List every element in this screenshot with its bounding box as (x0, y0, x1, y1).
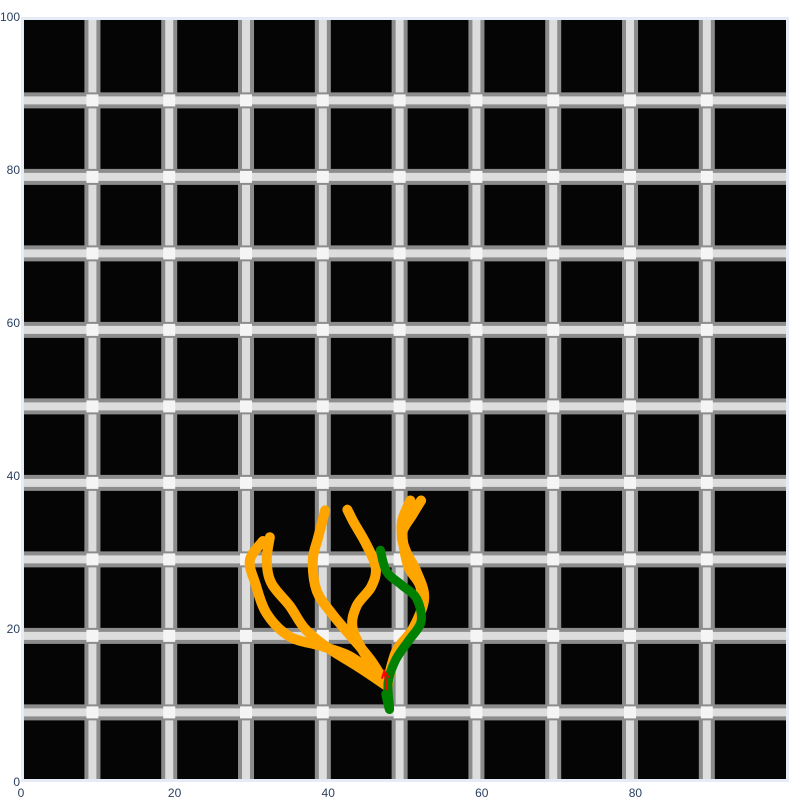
grid-intersection (547, 553, 560, 566)
grid-intersection (86, 170, 99, 183)
series-line-orange (261, 532, 393, 692)
grid-intersection (393, 247, 406, 260)
grid-intersection (86, 706, 99, 719)
grid-intersection (393, 170, 406, 183)
grid-intersection (547, 476, 560, 489)
grid-intersection (624, 247, 637, 260)
grid-intersection (700, 323, 713, 336)
grid-intersection (393, 323, 406, 336)
arrow-shaft (383, 670, 389, 691)
grid-intersection (700, 476, 713, 489)
grid-intersection (624, 400, 637, 413)
grid-intersection (240, 629, 253, 642)
grid-intersection (86, 94, 99, 107)
grid-intersection (700, 94, 713, 107)
grid-intersection (393, 400, 406, 413)
grid-intersection (163, 400, 176, 413)
grid-intersection (86, 400, 99, 413)
grid-intersection (316, 247, 329, 260)
grid-intersection (547, 170, 560, 183)
grid-intersection (240, 706, 253, 719)
y-tick-label: 80 (7, 163, 21, 177)
y-tick-label: 60 (7, 316, 21, 330)
grid-intersection (240, 400, 253, 413)
grid-intersection (240, 170, 253, 183)
grid-intersection (700, 400, 713, 413)
grid-intersection (470, 247, 483, 260)
x-tick-label: 60 (475, 786, 489, 800)
grid-intersection (163, 170, 176, 183)
grid-intersection (240, 323, 253, 336)
y-tick-label: 100 (0, 10, 20, 24)
grid-intersection (624, 476, 637, 489)
grid-intersection (700, 170, 713, 183)
grid-intersection (470, 706, 483, 719)
arrow-layer (381, 668, 390, 691)
grid-intersection (163, 247, 176, 260)
series-line-orange (342, 504, 393, 692)
grid-intersection (624, 323, 637, 336)
grid-intersection (86, 476, 99, 489)
y-tick-label: 40 (7, 469, 21, 483)
x-tick-label: 40 (322, 786, 336, 800)
grid-intersection (316, 94, 329, 107)
grid-intersection (316, 323, 329, 336)
grid-intersection (163, 706, 176, 719)
grid-intersection (163, 94, 176, 107)
grid-intersection (163, 553, 176, 566)
axis-layer: 0 20 40 60 80 0 20 40 60 80 100 (0, 10, 642, 800)
grid-intersection (470, 170, 483, 183)
grid-intersection (624, 94, 637, 107)
floor-grid-image (24, 20, 786, 779)
grid-intersection (86, 553, 99, 566)
grid-intersection (316, 400, 329, 413)
grid-intersection (240, 94, 253, 107)
arrow-head (381, 668, 390, 680)
grid-intersection (547, 94, 560, 107)
grid-intersection (470, 629, 483, 642)
grid-intersection (470, 553, 483, 566)
grid-intersection (547, 706, 560, 719)
grid-intersection (700, 629, 713, 642)
grid-intersection (547, 629, 560, 642)
y-tick-label: 20 (7, 622, 21, 636)
grid-intersection (470, 94, 483, 107)
grid-intersection (316, 170, 329, 183)
x-tick-label: 0 (18, 786, 25, 800)
grid-intersection (624, 629, 637, 642)
grid-intersection (470, 476, 483, 489)
x-tick-label: 20 (168, 786, 182, 800)
grid-intersection (163, 476, 176, 489)
grid-intersection (547, 247, 560, 260)
grid-intersection (316, 553, 329, 566)
grid-intersection (240, 247, 253, 260)
grid-intersection (700, 553, 713, 566)
grid-intersection (700, 247, 713, 260)
grid-intersection (163, 629, 176, 642)
grid-intersection (700, 706, 713, 719)
series-layer (244, 495, 430, 714)
grid-intersection (393, 94, 406, 107)
grid-intersection (393, 476, 406, 489)
grid-intersection (624, 170, 637, 183)
x-tick-label: 80 (629, 786, 643, 800)
grid-intersection (470, 400, 483, 413)
grid-intersection (393, 706, 406, 719)
grid-intersection (470, 323, 483, 336)
y-tick-label: 0 (13, 775, 20, 789)
grid-intersection (163, 323, 176, 336)
grid-intersection (86, 247, 99, 260)
grid-intersection (240, 476, 253, 489)
grid-intersection (624, 706, 637, 719)
grid-intersection (547, 400, 560, 413)
grid-intersection (86, 629, 99, 642)
grid-intersection (547, 323, 560, 336)
grid-intersection (316, 706, 329, 719)
series-line-green (375, 545, 426, 714)
grid-intersection (86, 323, 99, 336)
grid-intersection (624, 553, 637, 566)
grid-intersection (316, 476, 329, 489)
